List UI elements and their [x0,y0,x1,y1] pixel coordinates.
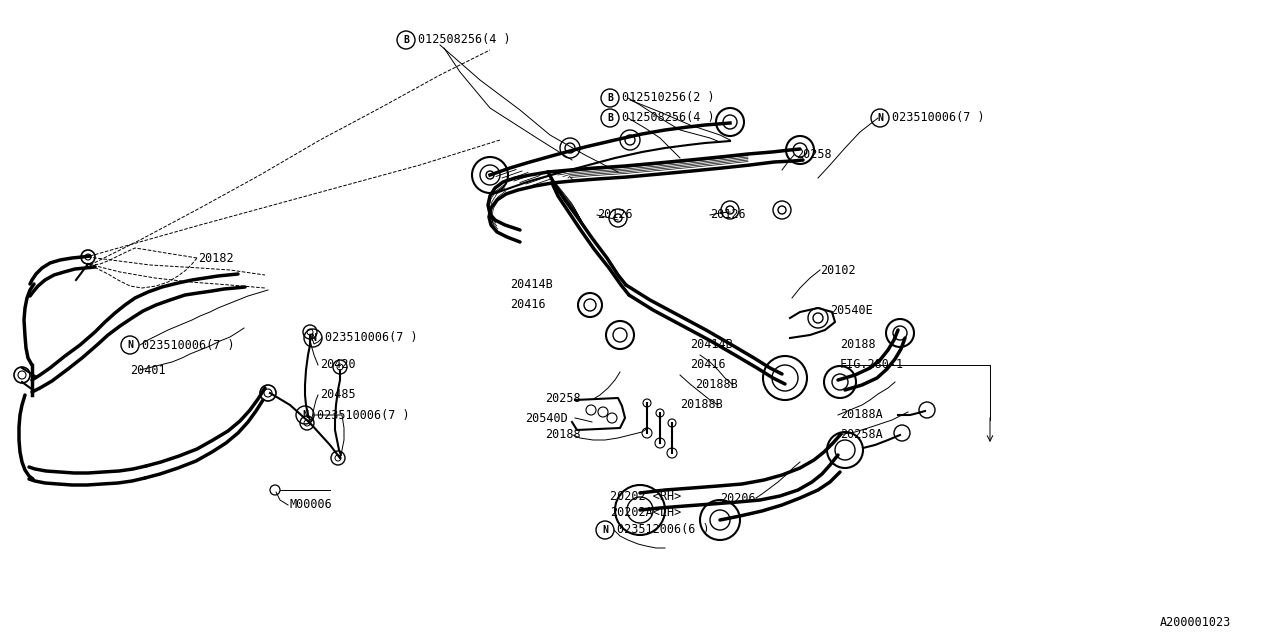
Text: FIG.280-1: FIG.280-1 [840,358,904,371]
Text: B: B [607,93,613,103]
Text: 20206: 20206 [719,492,755,504]
Text: 012508256(4 ): 012508256(4 ) [622,111,714,125]
Polygon shape [572,398,625,430]
Text: 012510256(2 ): 012510256(2 ) [622,92,714,104]
Text: 023510006(7 ): 023510006(7 ) [317,408,410,422]
Text: M00006: M00006 [291,499,333,511]
Text: 20414B: 20414B [690,339,732,351]
Text: 023510006(7 ): 023510006(7 ) [892,111,984,125]
Text: N: N [310,333,316,343]
Text: N: N [127,340,133,350]
Text: 20202A<LH>: 20202A<LH> [611,506,681,518]
Text: 023512006(6 ): 023512006(6 ) [617,524,709,536]
Text: N: N [302,410,308,420]
Text: 20188B: 20188B [680,399,723,412]
Text: N: N [877,113,883,123]
Text: 023510006(7 ): 023510006(7 ) [142,339,234,351]
Polygon shape [790,308,835,338]
Text: 20188: 20188 [840,339,876,351]
Text: 20182: 20182 [198,252,234,264]
Text: 20188: 20188 [545,429,581,442]
Text: 20188A: 20188A [840,408,883,422]
Text: 012508256(4 ): 012508256(4 ) [419,33,511,47]
Text: 20540D: 20540D [525,412,568,424]
Text: A200001023: A200001023 [1160,616,1231,628]
Text: 20102: 20102 [820,264,855,276]
Text: 20416: 20416 [509,298,545,312]
Text: N: N [602,525,608,535]
Text: B: B [607,113,613,123]
Text: 20258: 20258 [796,148,832,161]
Text: 20258A: 20258A [840,429,883,442]
Text: 20401: 20401 [131,364,165,376]
Text: 20126: 20126 [596,209,632,221]
Text: 20414B: 20414B [509,278,553,291]
Text: 20126: 20126 [710,209,746,221]
Text: 20188B: 20188B [695,378,737,392]
Text: 20202 <RH>: 20202 <RH> [611,490,681,502]
Text: 20416: 20416 [690,358,726,371]
Text: B: B [403,35,408,45]
Text: 20485: 20485 [320,388,356,401]
Text: 20420: 20420 [320,358,356,371]
Text: 20540E: 20540E [829,303,873,317]
Text: 20258: 20258 [545,392,581,404]
Text: 023510006(7 ): 023510006(7 ) [325,332,417,344]
